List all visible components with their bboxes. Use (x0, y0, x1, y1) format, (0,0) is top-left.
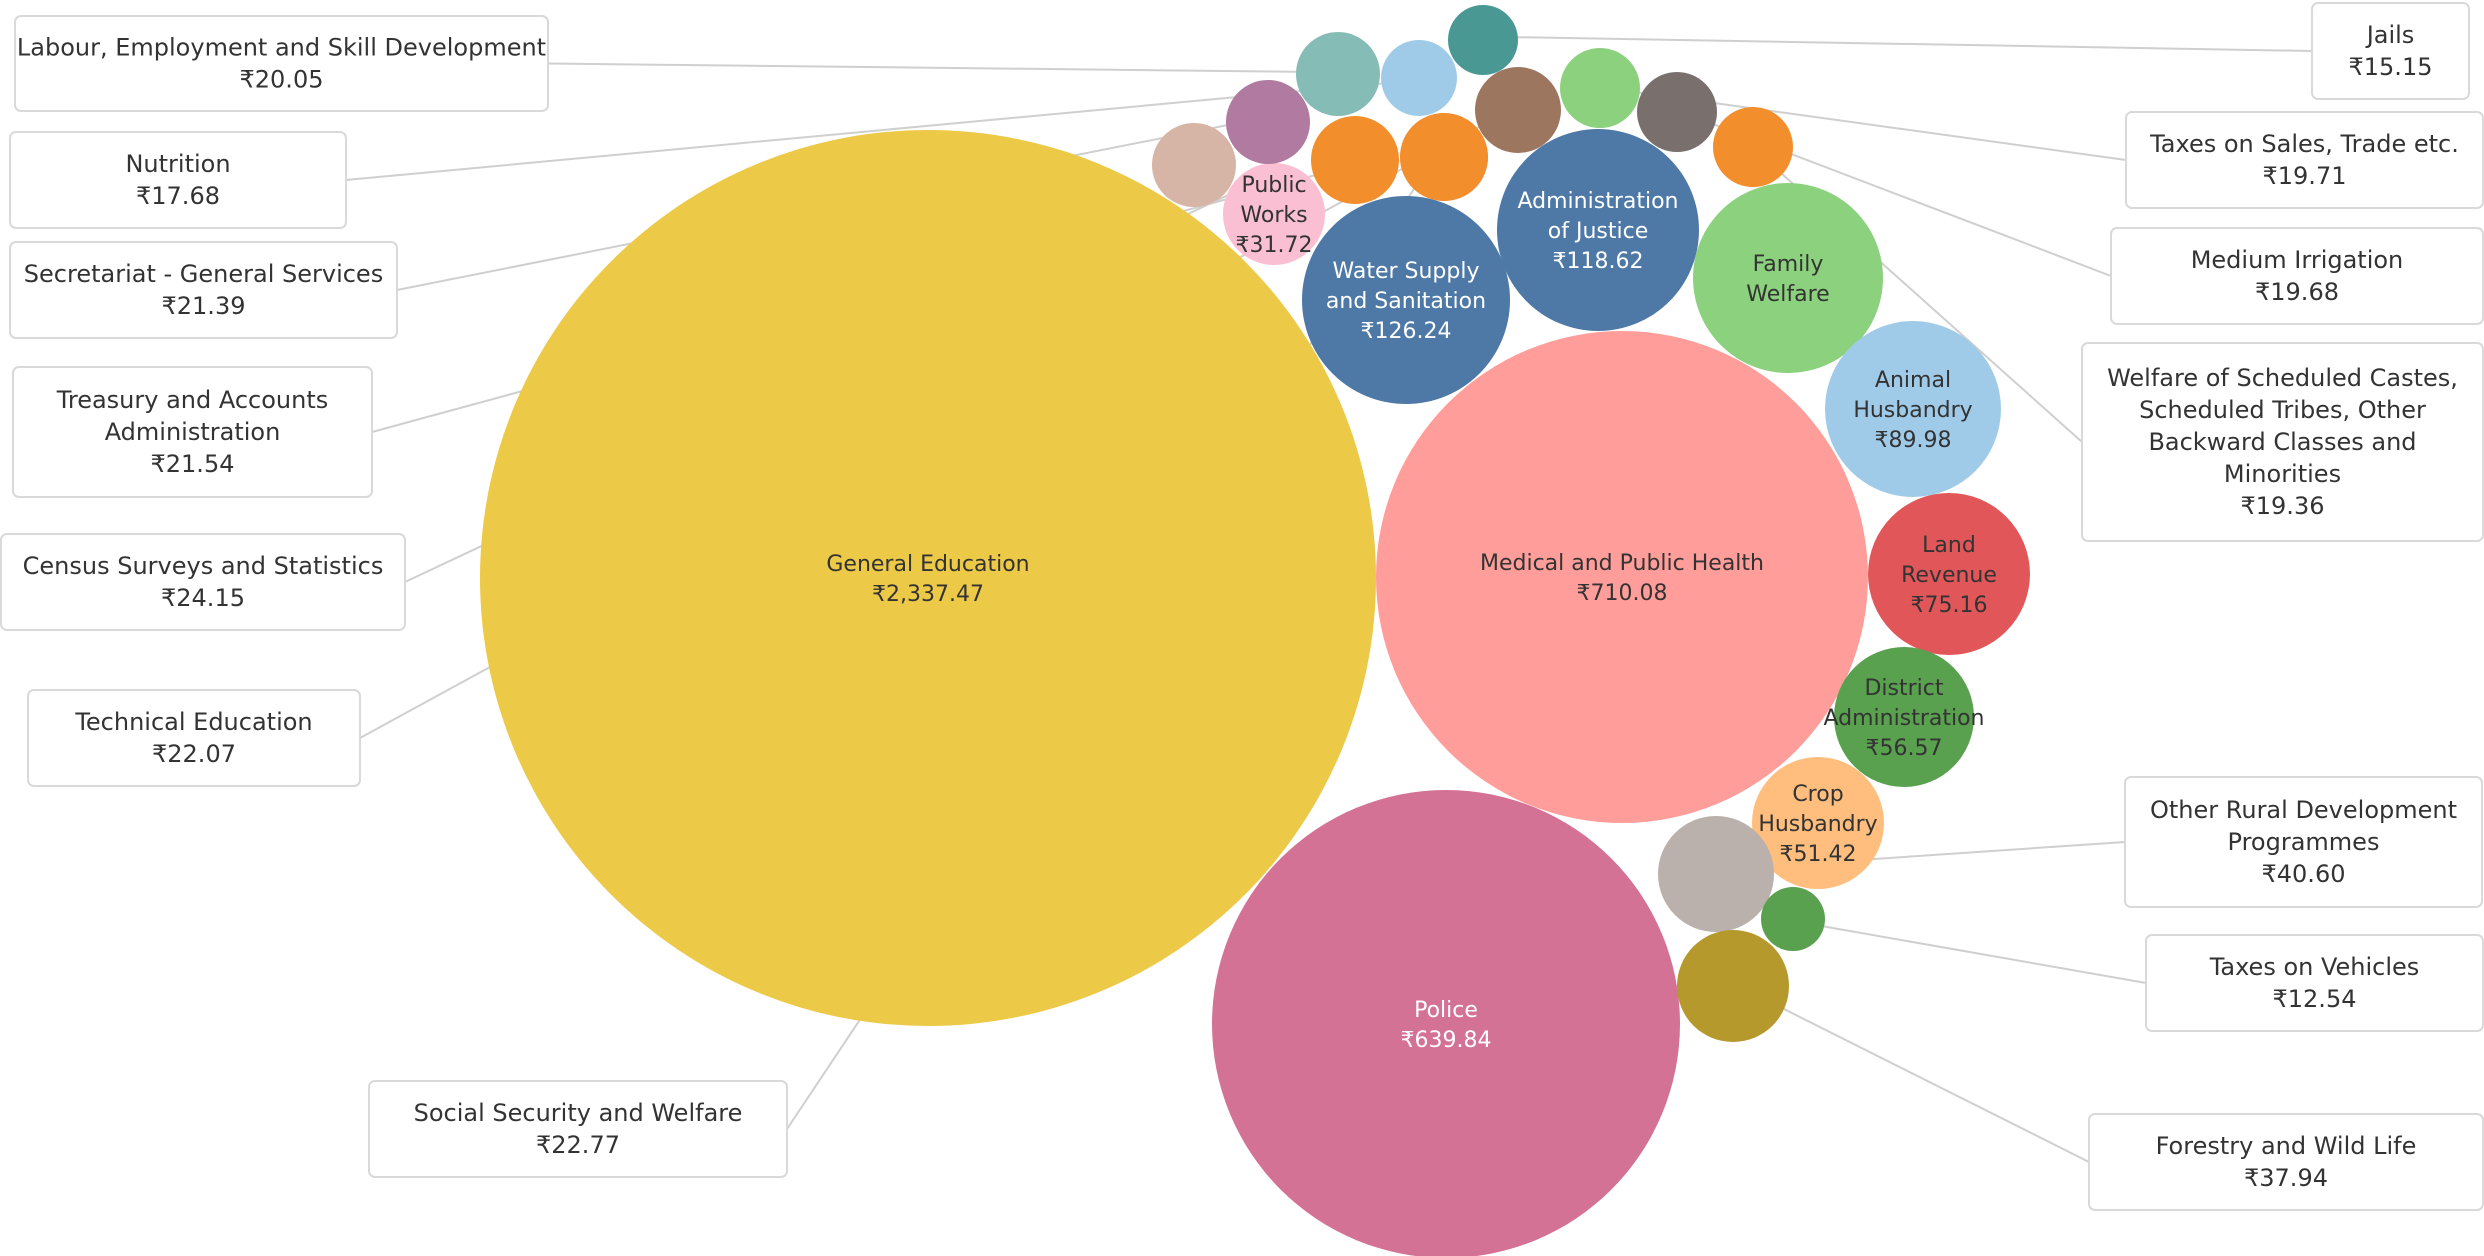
bubble-labels: General Education ₹2,337.47 Medical and Pu… (826, 173, 1997, 1053)
bubble-label-family-welfare: Family Welfare (1746, 252, 1829, 307)
bubble-animal-husbandry[interactable] (1825, 321, 2001, 497)
callouts: Labour, Employment and Skill Development… (0, 2, 2484, 1211)
bubble-secretariat-general-services[interactable] (1152, 123, 1236, 207)
callout-box (2081, 342, 2484, 542)
callout-jails: Jails ₹15.15 (2311, 2, 2470, 100)
bubble-label-district-administration: District Administration ₹56.57 (1824, 676, 1985, 761)
callout-taxes-on-vehicles: Taxes on Vehicles ₹12.54 (2145, 934, 2484, 1032)
bubble-label-general-education: General Education ₹2,337.47 (826, 552, 1029, 607)
callout-box (9, 131, 347, 229)
callout-label: Census Surveys and Statistics ₹24.15 (23, 552, 384, 612)
bubble-forestry-and-wild-life[interactable] (1677, 930, 1789, 1042)
bubble-family-welfare[interactable] (1693, 183, 1883, 373)
bubble-general-education[interactable] (480, 130, 1376, 1026)
callout-label: Medium Irrigation ₹19.68 (2191, 246, 2404, 306)
callout-label: Treasury and Accounts Administration ₹21.5… (56, 386, 329, 478)
callout-forestry-and-wild-life: Forestry and Wild Life ₹37.94 (2088, 1113, 2484, 1211)
callout-taxes-on-sales-trade: Taxes on Sales, Trade etc. ₹19.71 (2125, 111, 2484, 209)
callout-label: Taxes on Sales, Trade etc. ₹19.71 (2149, 130, 2459, 190)
bubble-label-crop-husbandry: Crop Husbandry ₹51.42 (1758, 782, 1877, 867)
bubble-treasury-and-accounts-administration[interactable] (1311, 116, 1399, 204)
callout-label: Labour, Employment and Skill Development… (17, 34, 546, 94)
callout-box (2125, 111, 2484, 209)
callout-box (2088, 1113, 2484, 1211)
callout-label: Secretariat - General Services ₹21.39 (24, 260, 383, 320)
callout-label: Technical Education ₹22.07 (74, 708, 312, 768)
leader-line-taxes-on-vehicles (1809, 923, 2147, 984)
callout-box (12, 366, 373, 498)
bubble-label-administration-of-justice: Administration of Justice ₹118.62 (1518, 189, 1679, 274)
bubble-police[interactable] (1212, 790, 1680, 1256)
bubbles (480, 5, 2030, 1256)
callout-nutrition: Nutrition ₹17.68 (9, 131, 347, 229)
callout-box (9, 241, 398, 339)
bubble-unlabeled-light-blue[interactable] (1381, 40, 1457, 116)
bubble-jails[interactable] (1448, 5, 1518, 75)
bubble-other-rural-development-programmes[interactable] (1658, 816, 1774, 932)
bubble-label-medical-and-public-health: Medical and Public Health ₹710.08 (1480, 551, 1764, 606)
callout-box (2124, 776, 2483, 908)
bubble-medium-irrigation[interactable] (1637, 72, 1717, 152)
bubble-label-water-supply-and-sanitation: Water Supply and Sanitation ₹126.24 (1326, 259, 1486, 344)
leader-line-labour-employment-and-skill-development (547, 62, 1316, 73)
bubble-social-security-and-welfare[interactable] (1400, 113, 1488, 201)
callout-box (0, 533, 406, 631)
bubble-label-public-works: Public Works ₹31.72 (1236, 173, 1313, 258)
callout-label: Other Rural Development Programmes ₹40.60 (2150, 796, 2457, 888)
callout-secretariat-general-services: Secretariat - General Services ₹21.39 (9, 241, 398, 339)
callout-box (2145, 934, 2484, 1032)
callout-label: Social Security and Welfare ₹22.77 (414, 1099, 743, 1159)
callout-label: Nutrition ₹17.68 (125, 150, 230, 210)
bubble-taxes-on-vehicles[interactable] (1761, 887, 1825, 951)
callout-box (368, 1080, 788, 1178)
callout-labour-employment-and-skill-development: Labour, Employment and Skill Development… (14, 15, 549, 112)
bubble-label-police: Police ₹639.84 (1401, 998, 1492, 1053)
callout-other-rural-development-programmes: Other Rural Development Programmes ₹40.60 (2124, 776, 2483, 908)
bubble-district-administration[interactable] (1834, 647, 1974, 787)
leader-line-forestry-and-wild-life (1753, 993, 2090, 1163)
callout-label: Welfare of Scheduled Castes, Scheduled Tr… (2107, 364, 2458, 520)
leader-line-jails (1506, 36, 2313, 52)
bubble-land-revenue[interactable] (1868, 493, 2030, 655)
bubble-label-land-revenue: Land Revenue ₹75.16 (1901, 533, 1997, 618)
callout-box (2311, 2, 2470, 100)
bubble-label-animal-husbandry: Animal Husbandry ₹89.98 (1853, 368, 1972, 453)
callout-label: Taxes on Vehicles ₹12.54 (2209, 953, 2420, 1013)
bubble-technical-education[interactable] (1475, 67, 1561, 153)
bubble-crop-husbandry[interactable] (1752, 757, 1884, 889)
callout-social-security-and-welfare: Social Security and Welfare ₹22.77 (368, 1080, 788, 1178)
bubble-welfare-of-scheduled-castes[interactable] (1713, 107, 1793, 187)
callout-medium-irrigation: Medium Irrigation ₹19.68 (2110, 227, 2484, 325)
callout-label: Forestry and Wild Life ₹37.94 (2156, 1132, 2417, 1192)
callout-technical-education: Technical Education ₹22.07 (27, 689, 361, 787)
callout-label: Jails ₹15.15 (2349, 21, 2433, 81)
bubble-labour-employment-and-skill-development[interactable] (1296, 32, 1380, 116)
bubble-nutrition[interactable] (1226, 80, 1310, 164)
bubble-taxes-on-sales-trade[interactable] (1560, 48, 1640, 128)
callout-box (14, 15, 549, 112)
bubble-administration-of-justice[interactable] (1497, 129, 1699, 331)
bubble-water-supply-and-sanitation[interactable] (1302, 196, 1510, 404)
bubble-public-works[interactable] (1223, 163, 1325, 265)
callout-census-surveys-and-statistics: Census Surveys and Statistics ₹24.15 (0, 533, 406, 631)
bubble-medical-and-public-health[interactable] (1376, 331, 1868, 823)
callout-treasury-and-accounts-administration: Treasury and Accounts Administration ₹21.5… (12, 366, 373, 498)
callout-welfare-of-scheduled-castes: Welfare of Scheduled Castes, Scheduled Tr… (2081, 342, 2484, 542)
callout-box (2110, 227, 2484, 325)
callout-box (27, 689, 361, 787)
